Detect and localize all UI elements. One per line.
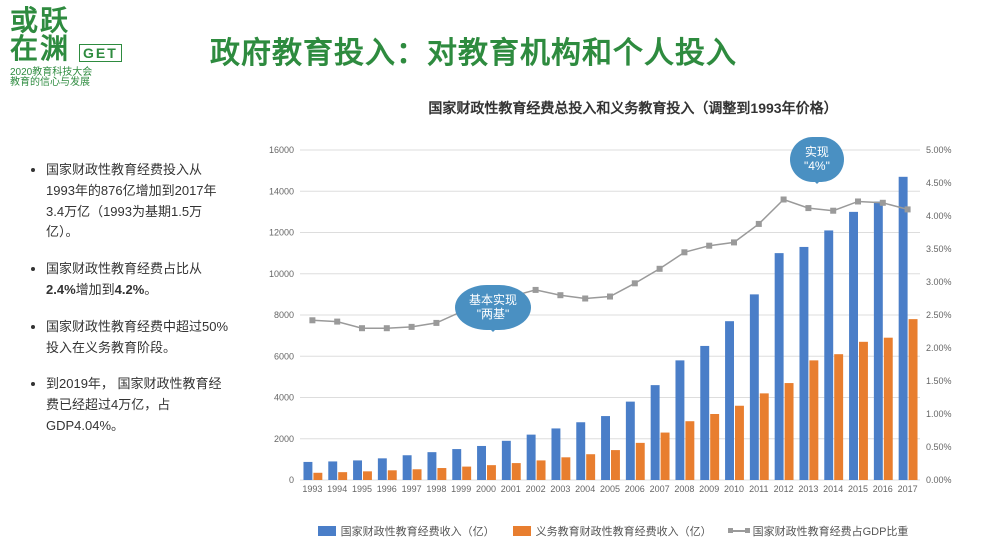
svg-text:2.50%: 2.50%: [926, 310, 952, 320]
svg-text:2008: 2008: [674, 484, 694, 494]
svg-text:3.00%: 3.00%: [926, 277, 952, 287]
svg-text:12000: 12000: [269, 228, 294, 238]
chart-svg: 0 2000 4000 6000 8000 10000 12000 14000 16000 0.0…: [250, 130, 970, 530]
svg-text:16000: 16000: [269, 145, 294, 155]
svg-text:2000: 2000: [274, 434, 294, 444]
svg-text:0.50%: 0.50%: [926, 442, 952, 452]
svg-text:1993: 1993: [302, 484, 322, 494]
svg-text:2004: 2004: [575, 484, 595, 494]
svg-text:1995: 1995: [352, 484, 372, 494]
svg-text:2.00%: 2.00%: [926, 343, 952, 353]
svg-text:1998: 1998: [426, 484, 446, 494]
svg-text:2017: 2017: [898, 484, 918, 494]
svg-text:4000: 4000: [274, 393, 294, 403]
svg-text:1999: 1999: [451, 484, 471, 494]
svg-text:2001: 2001: [501, 484, 521, 494]
svg-text:2002: 2002: [526, 484, 546, 494]
bullet-list: 国家财政性教育经费投入从1993年的876亿增加到2017年3.4万亿（1993…: [30, 160, 230, 453]
svg-text:4.50%: 4.50%: [926, 178, 952, 188]
legend-gdp: 国家财政性教育经费占GDP比重: [730, 523, 909, 539]
callout-basic: 基本实现 "两基": [455, 285, 531, 330]
svg-text:2009: 2009: [699, 484, 719, 494]
svg-text:8000: 8000: [274, 310, 294, 320]
svg-text:2000: 2000: [476, 484, 496, 494]
svg-text:1994: 1994: [327, 484, 347, 494]
svg-text:2006: 2006: [625, 484, 645, 494]
svg-text:2003: 2003: [550, 484, 570, 494]
bullet-item: 到2019年， 国家财政性教育经费已经超过4万亿，占GDP4.04%。: [46, 374, 230, 436]
svg-text:2005: 2005: [600, 484, 620, 494]
callout-four: 实现 "4%": [790, 137, 844, 182]
svg-text:2015: 2015: [848, 484, 868, 494]
chart-legend: 国家财政性教育经费收入（亿） 义务教育财政性教育经费收入（亿） 国家财政性教育经…: [250, 523, 976, 539]
svg-text:2014: 2014: [823, 484, 843, 494]
legend-total: 国家财政性教育经费收入（亿）: [318, 523, 495, 539]
svg-text:2007: 2007: [650, 484, 670, 494]
svg-text:10000: 10000: [269, 269, 294, 279]
svg-text:1.50%: 1.50%: [926, 376, 952, 386]
bullet-item: 国家财政性教育经费投入从1993年的876亿增加到2017年3.4万亿（1993…: [46, 160, 230, 243]
svg-text:3.50%: 3.50%: [926, 244, 952, 254]
svg-text:4.00%: 4.00%: [926, 211, 952, 221]
legend-compulsory: 义务教育财政性教育经费收入（亿）: [513, 523, 712, 539]
svg-text:2016: 2016: [873, 484, 893, 494]
svg-text:0: 0: [289, 475, 294, 485]
svg-text:14000: 14000: [269, 186, 294, 196]
svg-text:2011: 2011: [749, 484, 768, 494]
svg-text:6000: 6000: [274, 351, 294, 361]
svg-text:1996: 1996: [377, 484, 397, 494]
chart-area: 0 2000 4000 6000 8000 10000 12000 14000 16000 0.0…: [250, 130, 970, 530]
event-logo: 或跃 在渊 GET 2020教育科技大会教育的信心与发展: [10, 8, 190, 88]
page-title: 政府教育投入：对教育机构和个人投入: [210, 28, 737, 72]
svg-text:2012: 2012: [774, 484, 794, 494]
svg-text:5.00%: 5.00%: [926, 145, 952, 155]
bullet-item: 国家财政性教育经费占比从2.4%增加到4.2%。: [46, 259, 230, 301]
svg-text:2010: 2010: [724, 484, 744, 494]
bullet-item: 国家财政性教育经费中超过50%投入在义务教育阶段。: [46, 317, 230, 359]
chart-title: 国家财政性教育经费总投入和义务教育投入（调整到1993年价格）: [300, 98, 966, 118]
svg-text:1.00%: 1.00%: [926, 409, 952, 419]
svg-text:0.00%: 0.00%: [926, 475, 952, 485]
svg-text:2013: 2013: [798, 484, 818, 494]
svg-text:1997: 1997: [402, 484, 422, 494]
